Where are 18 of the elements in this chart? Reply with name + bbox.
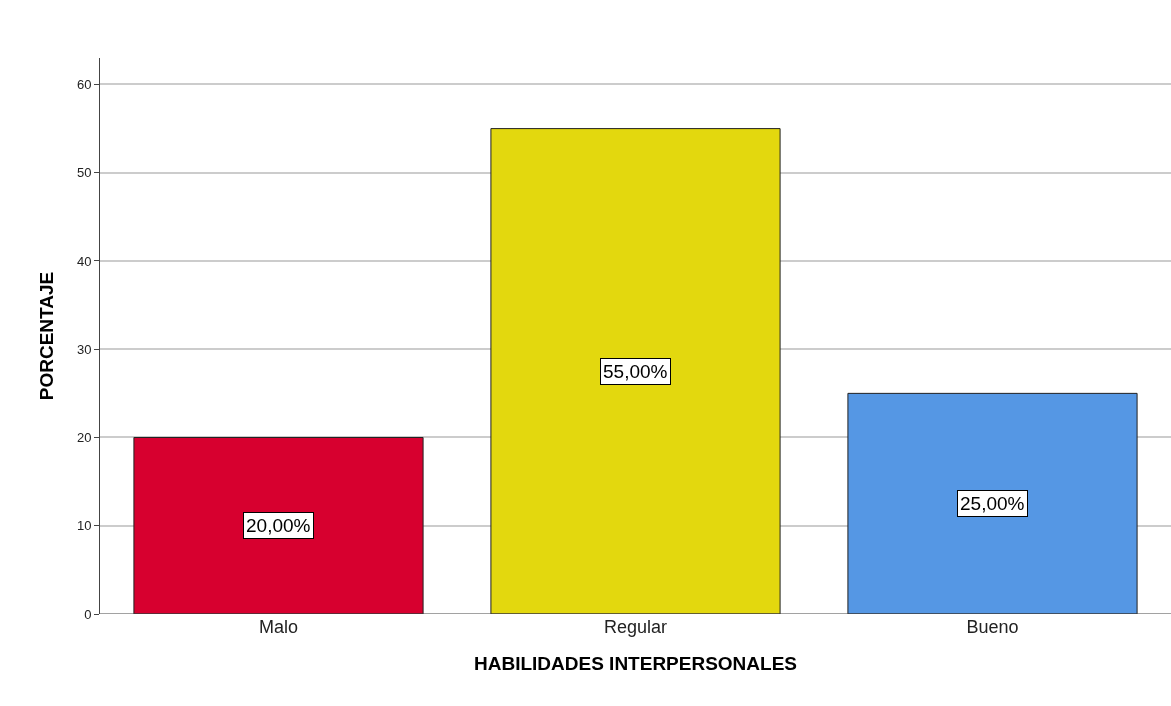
x-tick-label: Regular <box>603 617 668 637</box>
y-tick-label: 40 <box>76 253 92 269</box>
data-label: 55,00% <box>603 361 668 382</box>
bar <box>847 392 1138 614</box>
y-tick-label: 20 <box>76 430 92 446</box>
y-tick-label: 50 <box>76 165 92 181</box>
data-label: 25,00% <box>960 493 1025 514</box>
y-tick-label: 0 <box>84 606 92 622</box>
x-tick-label: Bueno <box>966 617 1019 637</box>
data-label: 20,00% <box>246 515 311 536</box>
bar <box>490 128 781 614</box>
x-axis-title: HABILIDADES INTERPERSONALES <box>473 652 798 674</box>
y-axis-title: PORCENTAJE <box>35 271 57 401</box>
x-tick-label: Malo <box>258 617 299 637</box>
y-tick-label: 60 <box>76 77 92 93</box>
y-tick-label: 10 <box>76 518 92 534</box>
bar <box>133 436 424 614</box>
y-tick-label: 30 <box>76 341 92 357</box>
